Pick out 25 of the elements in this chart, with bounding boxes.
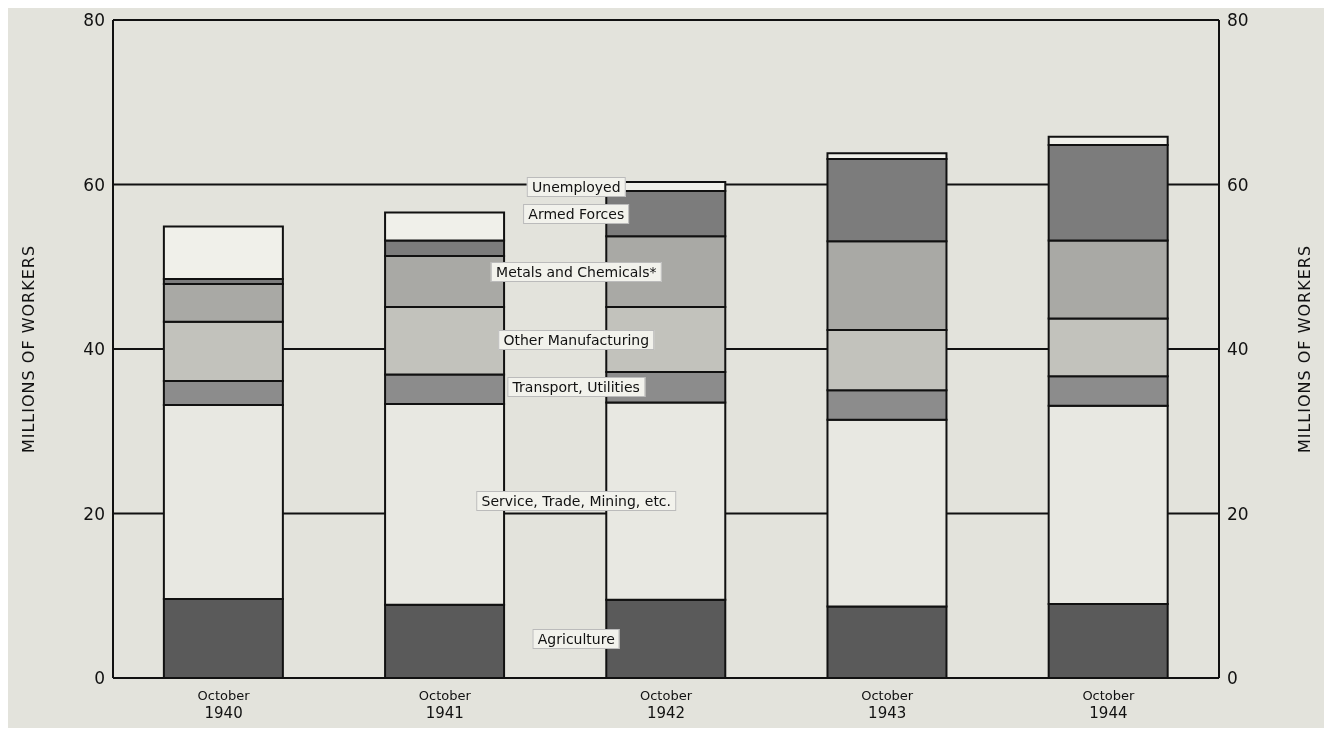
series-label: Unemployed	[527, 176, 626, 197]
y2-tick-label: 40	[1227, 339, 1249, 360]
series-label: Service, Trade, Mining, etc.	[476, 491, 677, 512]
bar	[162, 225, 284, 281]
x-tick-label: October 1944	[1082, 688, 1136, 722]
series-label: Armed Forces	[523, 203, 630, 224]
y-axis-title: MILLIONS OF WORKERS	[18, 244, 38, 454]
y2-tick-label: 60	[1227, 174, 1249, 195]
y-tick-label: 60	[83, 174, 105, 195]
y2-tick-label: 80	[1227, 10, 1249, 31]
y-tick-label: 80	[83, 10, 105, 31]
x-tick-label: October 1941	[418, 688, 472, 722]
series-label: Transport, Utilities	[507, 377, 645, 398]
y-tick-label: 40	[83, 339, 105, 360]
x-tick-label: October 1942	[639, 688, 693, 722]
y-tick-label: 0	[94, 668, 105, 689]
y2-axis-title: MILLIONS OF WORKERS	[1294, 244, 1314, 454]
y-tick-label: 20	[83, 503, 105, 524]
y2-tick-label: 20	[1227, 503, 1249, 524]
x-tick-label: October 1940	[197, 688, 251, 722]
series-label: Metals and Chemicals*	[491, 261, 662, 282]
series-label: Other Manufacturing	[498, 329, 655, 350]
y2-tick-label: 0	[1227, 668, 1238, 689]
series-label: Agriculture	[532, 628, 620, 649]
x-tick-label: October 1943	[861, 688, 914, 722]
